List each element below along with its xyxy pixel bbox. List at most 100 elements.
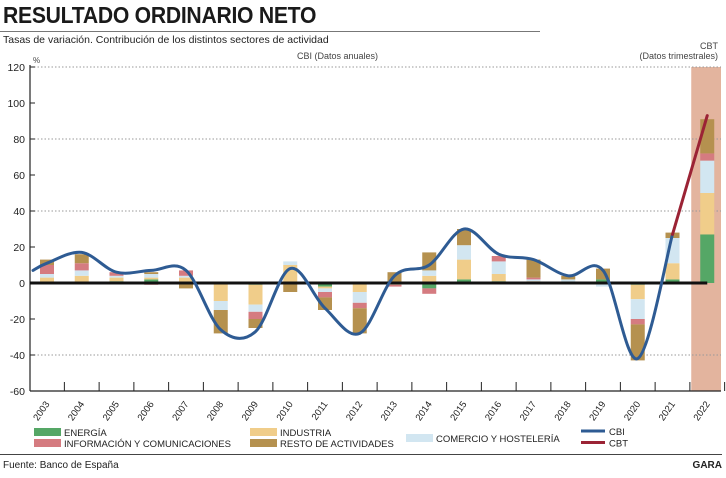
bar-segment [700,160,715,193]
legend-label: ENERGÍA [64,428,107,439]
bar-segment [700,153,715,161]
x-tick-label: 2017 [518,399,539,423]
y-tick-label: 20 [13,242,25,254]
bar-segment [318,283,332,287]
x-tick-label: 2003 [31,399,52,423]
x-tick-label: 2008 [205,399,226,423]
x-tick-label: 2013 [379,399,400,423]
bar-segment [144,274,159,278]
bar-segment [318,297,332,310]
bar-segment [596,268,610,280]
x-tick-label: 2022 [692,399,713,423]
legend-label: CBT [609,439,628,450]
bar-segment [630,319,645,325]
bar-segment [283,261,298,265]
legend-label: COMERCIO Y HOSTELERÍA [436,434,560,445]
bar-segment [318,286,332,289]
bar-segment [596,283,610,287]
bar-segment [40,274,54,278]
bar-segment [248,284,263,305]
bar-segment [179,275,193,278]
y-tick-label: 80 [13,134,25,146]
x-tick-label: 2016 [483,399,504,423]
bar-segment [109,275,124,278]
bar-segment [457,279,471,283]
y-tick-label: 0 [19,278,25,290]
legend-swatch [250,439,277,447]
y-tick-label: 40 [13,206,25,218]
bar-segment [457,245,471,260]
bar-segment [318,292,332,298]
bar-segment [422,275,437,283]
line-cbi [31,227,674,361]
y-tick-label: -60 [10,386,25,398]
x-tick-label: 2007 [170,399,191,423]
legend-swatch [34,439,61,447]
quarterly-annotation-title: CBT [700,41,719,51]
bar-segment [630,299,645,319]
bar-segment [491,256,506,262]
bar-segment [109,277,124,282]
bar-segment [700,234,715,283]
x-tick-label: 2015 [448,399,469,423]
y-unit-label: % [33,56,40,65]
bar-segment [40,265,54,274]
x-tick-label: 2009 [240,399,261,423]
bar-segment [213,301,228,310]
bar-segment [74,275,89,283]
x-tick-label: 2004 [66,399,87,423]
bar-segment [526,259,541,278]
x-tick-label: 2011 [310,399,331,422]
bar-segment [352,292,367,303]
legend-label: INFORMACIÓN Y COMUNICACIONES [64,439,231,450]
bar-segment [387,284,402,287]
x-tick-label: 2014 [414,399,435,423]
bar-segment [352,283,367,292]
bar-segment [144,277,159,280]
brand-logo: GARA [692,460,722,471]
y-tick-label: -40 [10,350,25,362]
y-tick-label: 60 [13,170,25,182]
bar-segment [665,279,680,283]
bar-segment [491,274,506,282]
bar-segment [596,279,610,283]
annual-annotation: CBI (Datos anuales) [297,51,378,61]
bar-segment [248,311,263,319]
bar-segment [144,279,159,283]
legend-swatch [250,428,277,436]
legend-swatch [406,434,433,442]
bar-segment [422,288,437,294]
bar-segment [144,272,159,274]
bar-segment [665,263,680,280]
footer-divider [0,454,722,455]
x-tick-label: 2006 [136,399,157,423]
bar-segment [248,319,263,328]
title-divider [0,31,540,32]
bar-segment [457,229,471,246]
bar-segment [40,277,54,283]
bar-segment [561,275,576,280]
source-note: Fuente: Banco de España [3,460,119,471]
bar-segment [179,270,193,276]
bar-segment [109,272,124,276]
bar-segment [352,302,367,309]
chart-title: RESULTADO ORDINARIO NETO [3,2,317,28]
x-tick-label: 2019 [587,399,608,423]
x-tick-label: 2018 [553,399,574,423]
bar-segment [422,283,437,289]
bar-segment [422,270,437,276]
bar-segment [526,277,541,280]
bar-segment [352,308,367,334]
bar-segment [318,288,332,292]
legend-swatch [34,428,61,436]
y-tick-label: 120 [7,62,25,74]
bar-segment [74,270,89,276]
x-tick-label: 2021 [657,399,678,423]
bar-segment [283,283,298,292]
bar-segment [526,279,541,282]
legend-label: CBI [609,427,625,438]
y-tick-label: 100 [7,98,25,110]
bar-segment [74,254,89,264]
